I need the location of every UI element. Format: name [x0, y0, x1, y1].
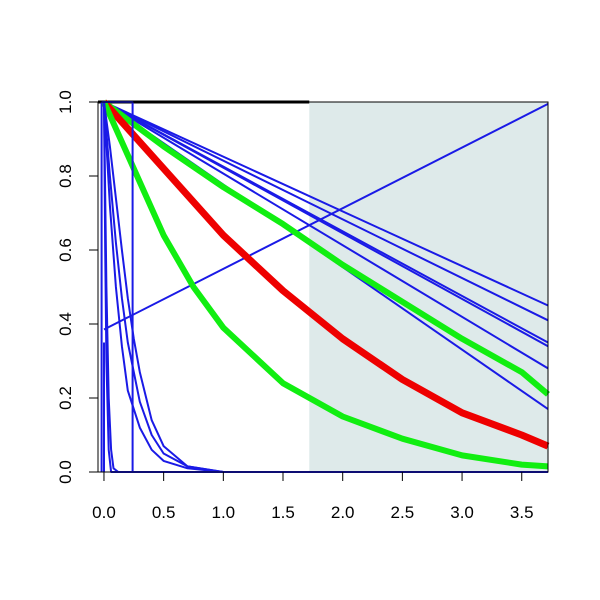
series-line-8: [102, 99, 550, 397]
series-line-11: [103, 101, 548, 473]
series-line-13: [103, 101, 548, 473]
series-line-5: [103, 101, 549, 348]
x-tick-label: 0.5: [152, 503, 176, 522]
x-axis: 0.0 0.5 1.0 1.5 2.0 2.5 3.0 3.5: [92, 471, 548, 522]
y-tick-label: 0.0: [56, 460, 75, 484]
series-line-9: [101, 99, 550, 450]
series-layer: [100, 99, 550, 473]
series-line-3: [103, 101, 549, 322]
x-tick-label: 2.5: [391, 503, 415, 522]
y-tick-label: 0.2: [56, 386, 75, 410]
y-tick-label: 1.0: [56, 90, 75, 114]
x-tick-label: 3.5: [510, 503, 534, 522]
x-tick-label: 3.0: [450, 503, 474, 522]
series-line-6: [103, 101, 549, 370]
x-tick-label: 0.0: [92, 503, 116, 522]
series-line-1: [103, 103, 549, 331]
x-tick-label: 1.0: [212, 503, 236, 522]
x-tick-label: 1.5: [271, 503, 295, 522]
x-tick-label: 2.0: [331, 503, 355, 522]
series-line-10: [101, 100, 549, 470]
y-axis: 0.0 0.2 0.4 0.6 0.8 1.0: [56, 90, 99, 484]
y-tick-label: 0.8: [56, 164, 75, 188]
y-tick-label: 0.6: [56, 238, 75, 262]
series-line-2: [103, 101, 549, 307]
y-tick-label: 0.4: [56, 312, 75, 336]
